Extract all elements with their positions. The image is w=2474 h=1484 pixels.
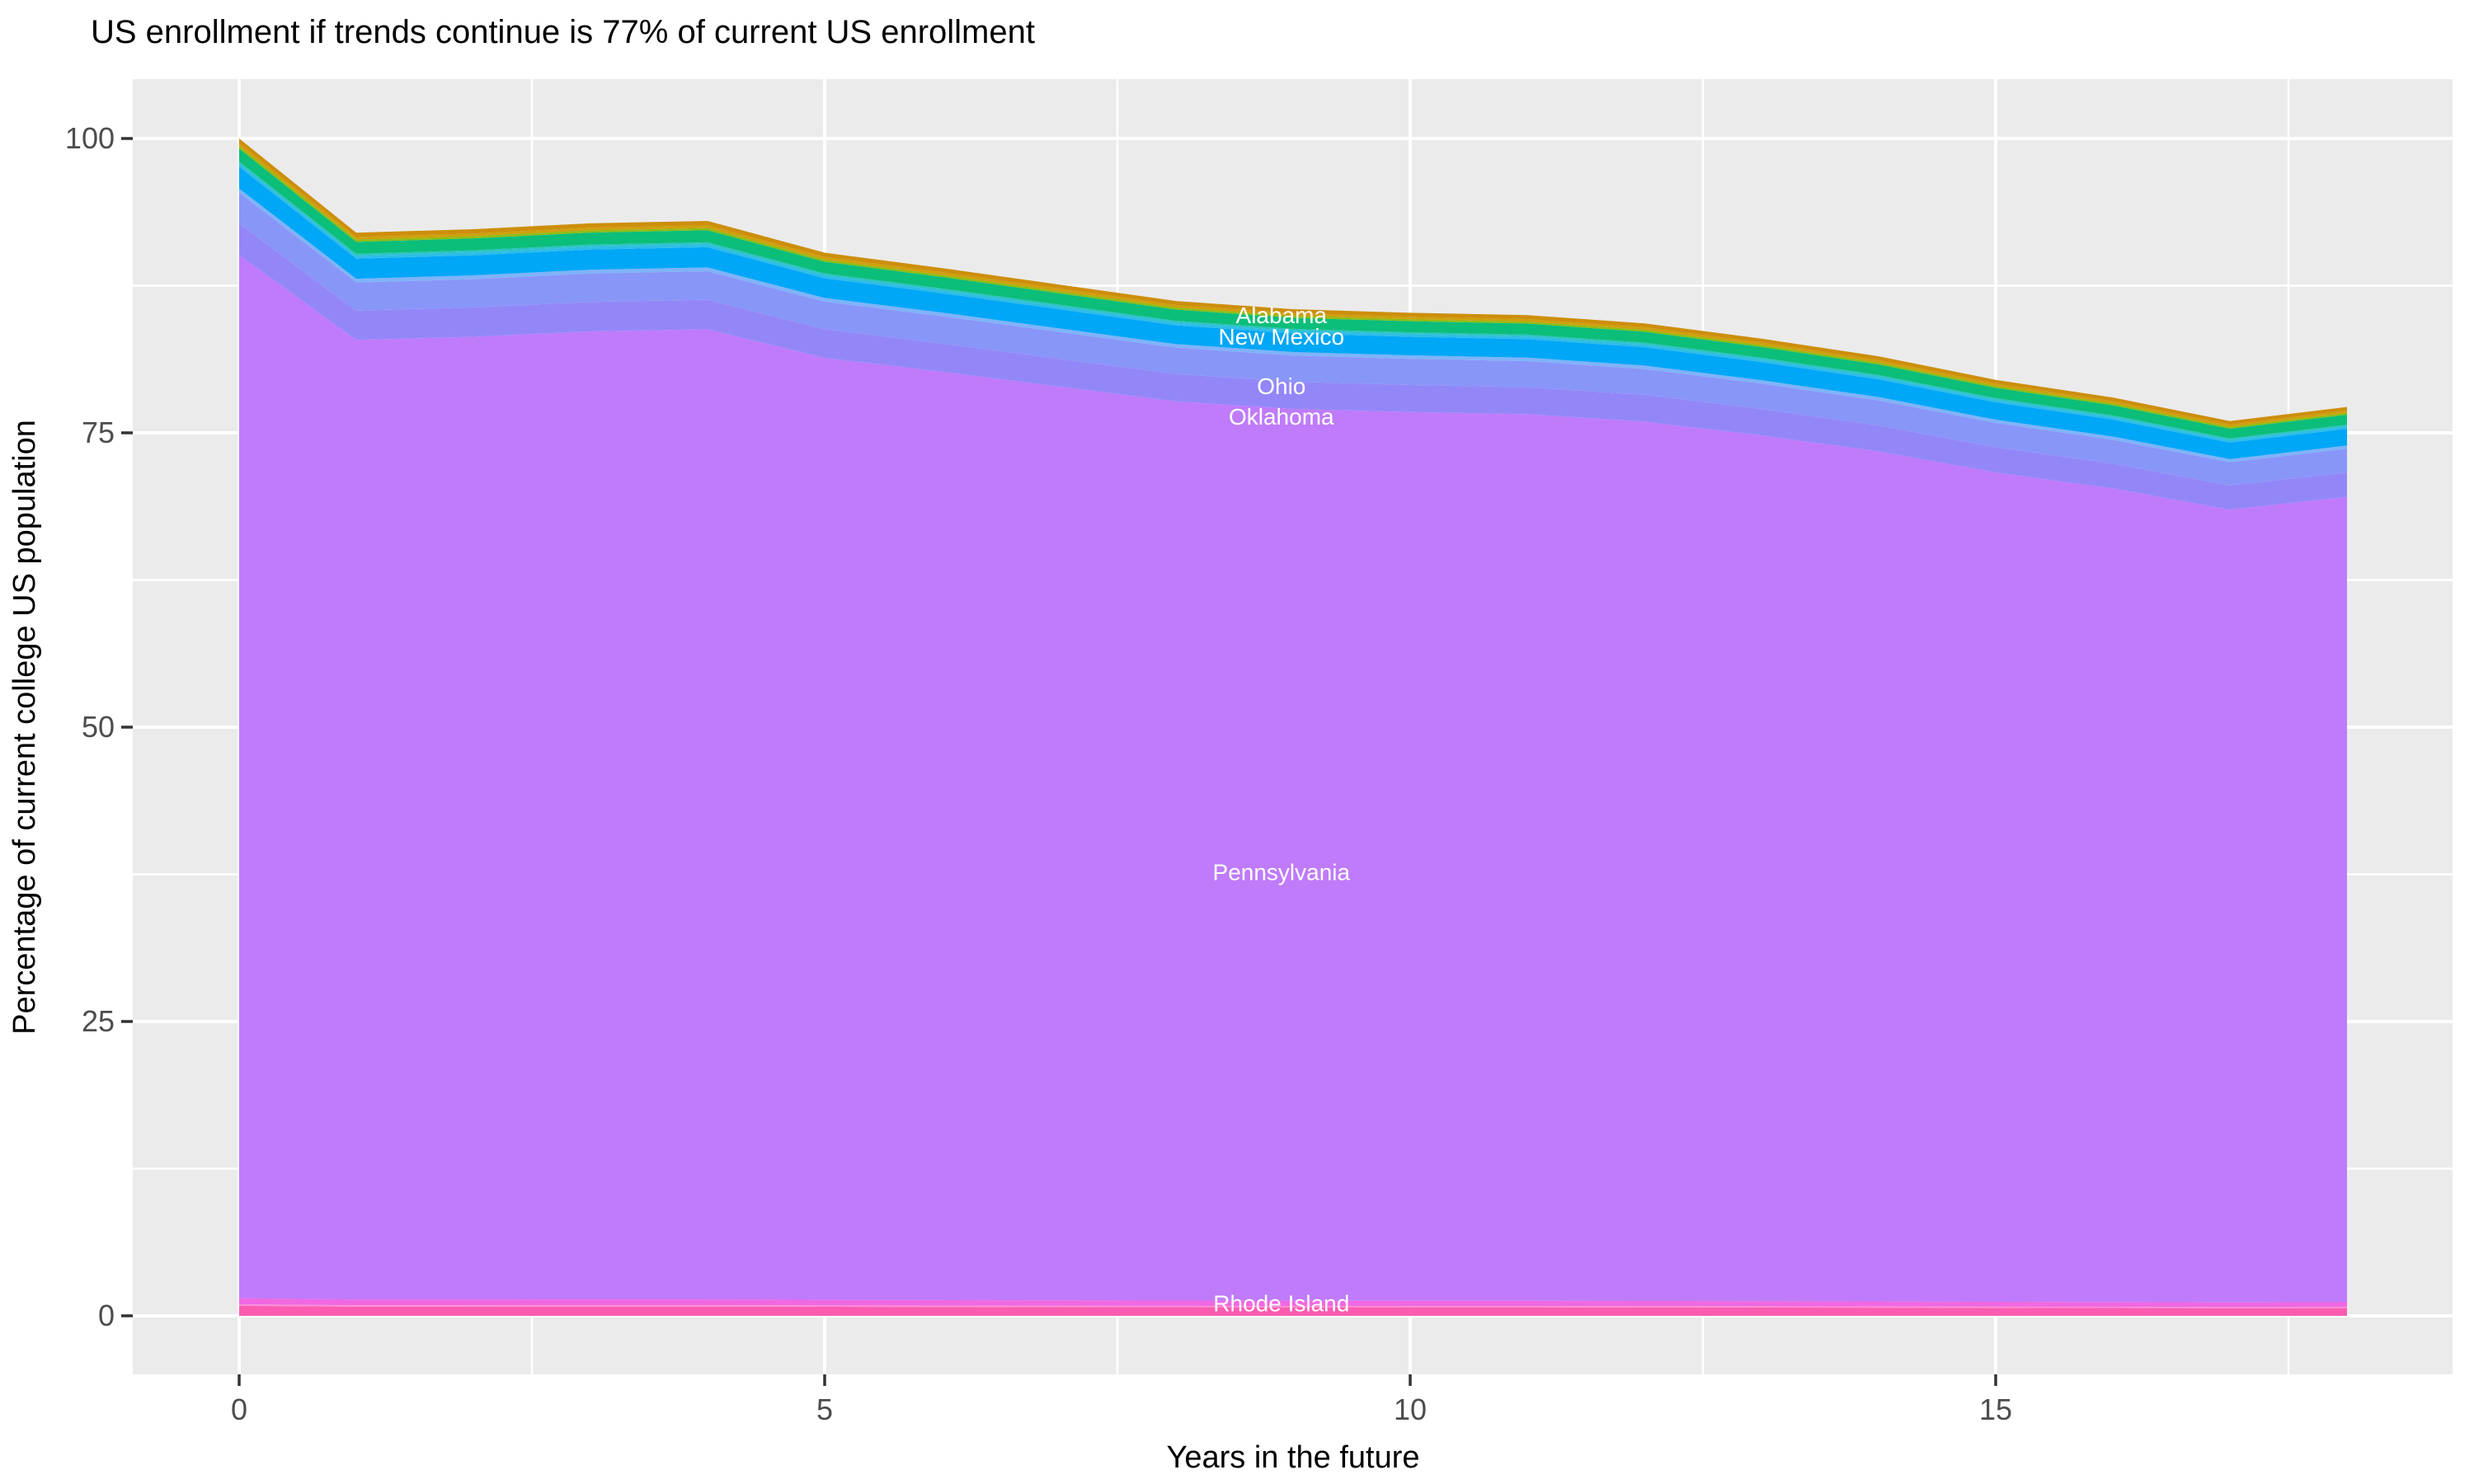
y-tick-label: 100	[65, 121, 115, 155]
band-ohio-periwinkle	[239, 192, 2347, 486]
band-new-mexico-blue	[239, 167, 2347, 459]
y-tick-label: 75	[82, 416, 115, 449]
band-pennsylvania-purple	[239, 255, 2347, 1303]
state-label-pennsylvania: Pennsylvania	[1213, 860, 1351, 885]
state-label-alabama: Alabama	[1236, 303, 1328, 328]
x-tick-label: 15	[1979, 1392, 2012, 1426]
plot-title: US enrollment if trends continue is 77% …	[91, 14, 1035, 50]
state-label-ohio: Ohio	[1257, 373, 1305, 399]
y-tick-label: 25	[82, 1004, 115, 1038]
x-axis-title: Years in the future	[1166, 1440, 1419, 1475]
state-label-rhode-island: Rhode Island	[1213, 1290, 1349, 1316]
x-tick-label: 0	[231, 1392, 247, 1426]
x-tick-label: 5	[816, 1392, 833, 1426]
band-oklahoma-periwinkle	[239, 223, 2347, 510]
band-rhode-island-hotpink	[239, 1305, 2347, 1316]
y-tick-label: 0	[98, 1298, 115, 1332]
y-axis-title: Percentage of current college US populat…	[7, 420, 42, 1035]
state-label-new-mexico: New Mexico	[1219, 324, 1344, 350]
state-label-oklahoma: Oklahoma	[1229, 404, 1334, 430]
y-tick-label: 50	[82, 710, 115, 744]
band-green-band	[239, 148, 2347, 439]
x-tick-label: 10	[1394, 1392, 1427, 1426]
axis-tick-labels: 0 25 50 75 100 0 5 10 15	[65, 121, 2012, 1426]
axis-ticks	[121, 137, 1997, 1386]
band-magenta-strip	[239, 1298, 2347, 1308]
band-light-pink-strip	[239, 1304, 2347, 1308]
area-bands	[239, 139, 2347, 1316]
